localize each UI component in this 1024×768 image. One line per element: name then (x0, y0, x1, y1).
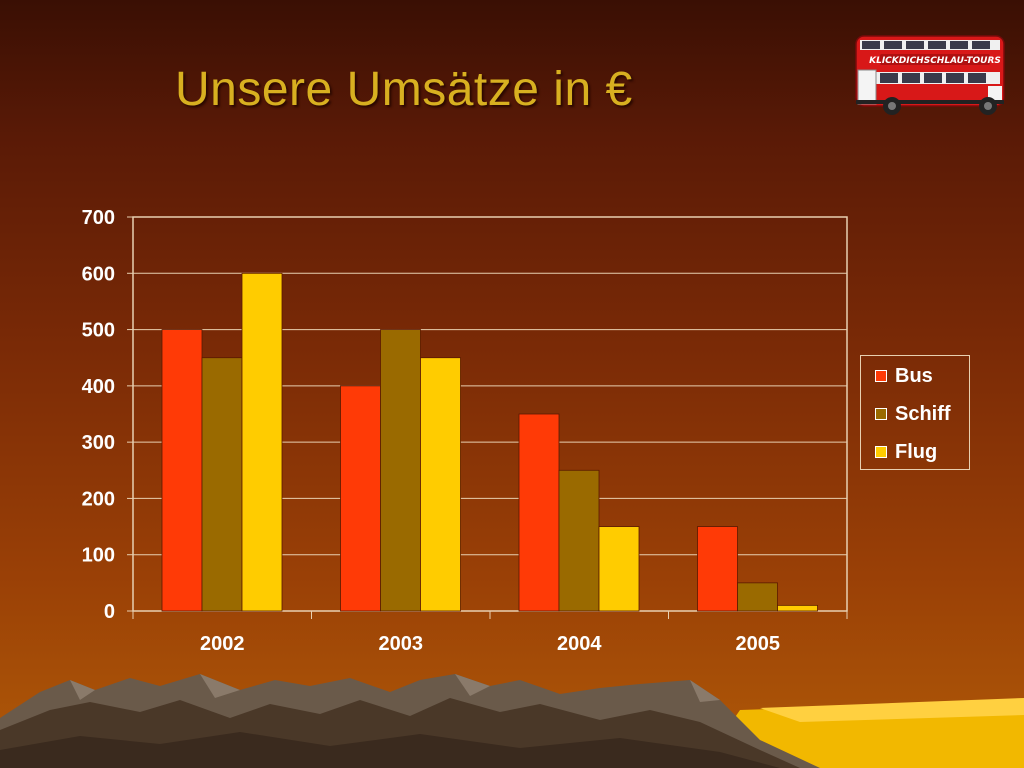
bar-flug-2002 (241, 272, 283, 612)
y-tick-label: 100 (82, 545, 115, 567)
legend-label-schiff: Schiff (895, 402, 951, 425)
y-tick-label: 0 (104, 601, 115, 623)
bar-flug-2005 (777, 604, 818, 612)
chart-legend: Bus Schiff Flug (860, 355, 970, 470)
bus-logo-text: KLICKDICHSCHLAU-TOURS (869, 56, 1001, 66)
legend-swatch-bus (875, 370, 887, 382)
bus-icon: KLICKDICHSCHLAU-TOURS (855, 35, 1005, 115)
bar-schiff-2003 (380, 329, 421, 612)
legend-item-schiff: Schiff (875, 402, 951, 426)
slide-title: Unsere Umsätze in € (175, 63, 633, 116)
legend-label-flug: Flug (895, 440, 938, 463)
y-tick-label: 200 (82, 488, 115, 510)
legend-label-bus: Bus (895, 364, 933, 387)
bar-bus-2002 (161, 329, 203, 612)
legend-item-flug: Flug (875, 440, 937, 464)
bar-schiff-2002 (201, 357, 243, 612)
y-tick-label: 700 (82, 207, 115, 229)
legend-swatch-schiff (875, 408, 887, 420)
x-tick-label: 2004 (557, 633, 602, 655)
x-tick-label: 2005 (736, 633, 781, 655)
bar-flug-2004 (598, 526, 640, 612)
y-tick-label: 600 (82, 263, 115, 285)
legend-item-bus: Bus (875, 364, 933, 388)
bar-schiff-2004 (558, 469, 600, 612)
y-tick-label: 400 (82, 376, 115, 398)
y-tick-label: 300 (82, 432, 115, 454)
bar-bus-2003 (340, 385, 381, 612)
y-tick-label: 500 (82, 320, 115, 342)
bar-bus-2005 (697, 526, 738, 612)
bar-flug-2003 (420, 357, 461, 612)
bar-schiff-2005 (737, 582, 778, 612)
mountains-decoration (0, 674, 1024, 768)
bar-bus-2004 (518, 413, 560, 612)
legend-swatch-flug (875, 446, 887, 458)
x-tick-label: 2002 (200, 633, 245, 655)
x-tick-label: 2003 (379, 633, 424, 655)
